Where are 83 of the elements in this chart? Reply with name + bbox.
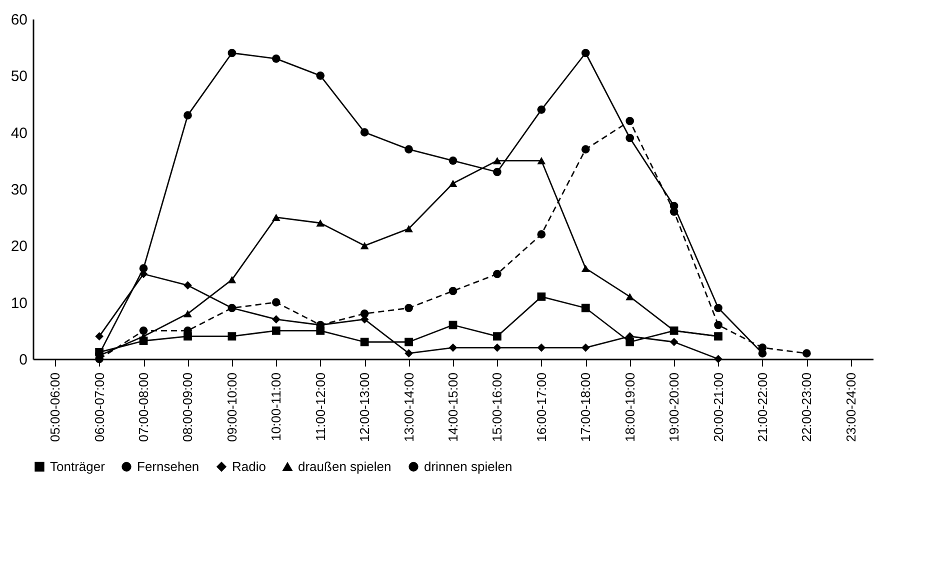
point xyxy=(184,310,192,318)
point xyxy=(404,225,413,232)
point xyxy=(448,320,458,330)
x-tick-label: 22:00-23:00 xyxy=(799,372,814,442)
x-tick-label: 09:00-10:00 xyxy=(224,372,240,442)
point xyxy=(272,326,280,335)
x-tick-label: 19:00-20:00 xyxy=(666,372,682,442)
legend-label: drinnen spielen xyxy=(424,458,512,474)
x-tick-label: 07:00-08:00 xyxy=(136,372,152,442)
x-tick-label: 12:00-13:00 xyxy=(357,372,372,442)
point xyxy=(448,343,458,352)
legend-label: Tonträger xyxy=(50,458,106,474)
point xyxy=(272,298,280,307)
x-tick-label: 23:00-24:00 xyxy=(843,372,858,442)
x-tick-label: 16:00-17:00 xyxy=(534,372,549,442)
point xyxy=(626,293,634,300)
point xyxy=(404,349,413,358)
point xyxy=(581,48,590,58)
point xyxy=(184,111,192,120)
point xyxy=(448,156,458,165)
point xyxy=(448,180,458,187)
y-tick-label: 30 xyxy=(10,182,28,198)
point xyxy=(139,264,148,273)
point xyxy=(228,48,236,58)
x-tick-label: 21:00-22:00 xyxy=(754,372,770,442)
x-tick-label: 18:00-19:00 xyxy=(622,372,638,442)
point xyxy=(626,134,634,142)
point xyxy=(272,214,280,221)
point xyxy=(537,157,546,164)
point xyxy=(714,354,722,364)
x-tick-label: 20:00-21:00 xyxy=(710,372,726,442)
x-tick-label: 11:00-12:00 xyxy=(312,372,328,441)
x-tick-label: 14:00-15:00 xyxy=(446,372,460,442)
point xyxy=(360,242,369,250)
legend-label: draußen spielen xyxy=(298,458,392,474)
x-tick-label: 13:00-14:00 xyxy=(401,372,416,442)
point xyxy=(537,343,546,352)
point xyxy=(184,281,192,290)
point xyxy=(448,286,458,296)
point xyxy=(670,338,678,346)
x-tick-label: 17:00-18:00 xyxy=(578,372,594,442)
point xyxy=(714,320,722,330)
point xyxy=(95,332,104,341)
point xyxy=(537,230,546,239)
point xyxy=(404,145,413,154)
point xyxy=(404,338,413,346)
point xyxy=(581,304,590,312)
point xyxy=(581,264,590,272)
point xyxy=(537,292,546,301)
point xyxy=(802,349,811,358)
y-tick-label: 40 xyxy=(10,124,28,142)
y-tick-label: 60 xyxy=(10,12,28,28)
point xyxy=(714,304,722,312)
point xyxy=(228,332,236,341)
point xyxy=(404,304,413,312)
point xyxy=(360,128,369,137)
point xyxy=(626,116,634,126)
point xyxy=(581,343,590,352)
point xyxy=(316,71,325,80)
y-tick-label: 50 xyxy=(10,68,28,86)
legend-label: Fernsehen xyxy=(137,458,200,474)
y-tick-label: 0 xyxy=(19,352,28,368)
point xyxy=(581,145,590,154)
x-tick-label: 10:00-11:00 xyxy=(268,372,284,441)
y-tick-label: 10 xyxy=(10,294,28,312)
y-tick-label: 20 xyxy=(10,238,28,256)
point xyxy=(493,168,502,176)
point xyxy=(272,54,280,63)
point xyxy=(139,326,148,335)
point xyxy=(228,276,236,284)
point xyxy=(493,270,502,278)
point xyxy=(493,343,502,352)
point xyxy=(360,338,369,346)
point xyxy=(537,105,546,114)
x-tick-label: 05:00-06:00 xyxy=(48,372,63,442)
x-tick-label: 15:00-16:00 xyxy=(490,372,505,442)
point xyxy=(316,219,325,227)
point xyxy=(493,332,502,341)
point xyxy=(493,157,502,164)
legend-label: Radio xyxy=(232,458,266,474)
x-tick-label: 08:00-09:00 xyxy=(180,372,196,442)
point xyxy=(272,315,280,324)
x-tick-label: 06:00-07:00 xyxy=(92,372,107,442)
